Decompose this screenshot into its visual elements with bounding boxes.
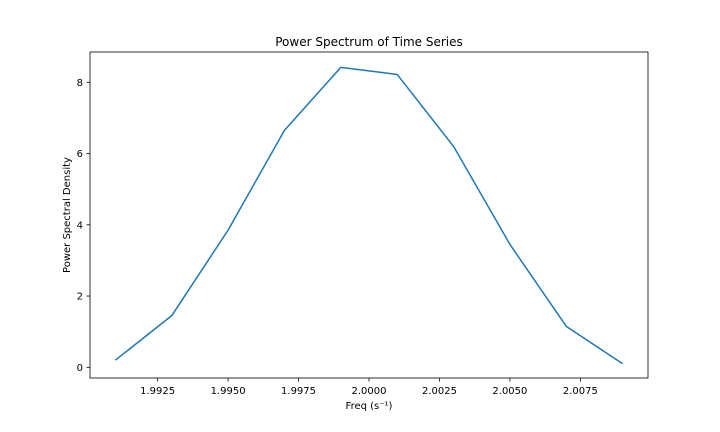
x-tick-label: 1.9950 bbox=[211, 386, 246, 397]
y-axis-ticks: 0 2 4 6 8 bbox=[77, 78, 90, 374]
y-tick-label: 6 bbox=[77, 149, 83, 160]
y-tick-label: 8 bbox=[77, 78, 83, 89]
x-tick-label: 2.0075 bbox=[563, 386, 598, 397]
x-axis-label: Freq (s⁻¹) bbox=[346, 401, 393, 412]
plot-content bbox=[114, 66, 624, 365]
x-tick-label: 2.0050 bbox=[492, 386, 527, 397]
series-line-0 bbox=[114, 66, 624, 365]
y-tick-label: 4 bbox=[77, 220, 83, 231]
x-tick-label: 1.9975 bbox=[281, 386, 316, 397]
x-tick-label: 2.0000 bbox=[352, 386, 387, 397]
y-tick-label: 2 bbox=[77, 292, 83, 303]
x-axis-ticks: 1.9925 1.9950 1.9975 2.0000 2.0025 2.0050 2.00… bbox=[140, 378, 598, 397]
y-axis-label: Power Spectral Density bbox=[62, 157, 73, 273]
plot-frame bbox=[89, 51, 649, 379]
y-tick-label: 0 bbox=[77, 363, 83, 374]
chart-title: Power Spectrum of Time Series bbox=[275, 35, 463, 49]
x-tick-label: 1.9925 bbox=[140, 386, 175, 397]
x-tick-label: 2.0025 bbox=[422, 386, 457, 397]
